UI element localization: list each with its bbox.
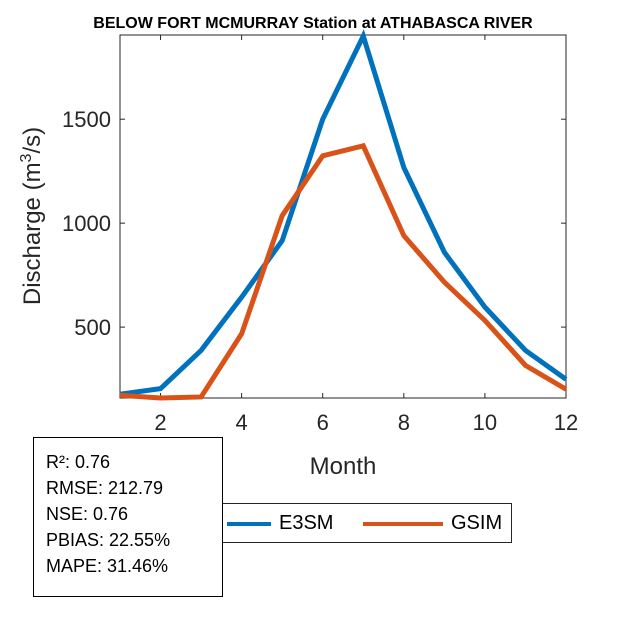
stat-mape: MAPE: 31.46%: [46, 556, 169, 576]
stat-nse: NSE: 0.76: [46, 504, 129, 524]
legend-item-gsim: GSIM: [363, 512, 502, 535]
stat-pbias: PBIAS: 22.55%: [46, 530, 171, 550]
legend-item-e3sm: E3SM: [227, 512, 333, 535]
chart-title: BELOW FORT MCMURRAY Station at ATHABASCA…: [93, 15, 533, 32]
stats-box: R²: 0.76 RMSE: 212.79 NSE: 0.76 PBIAS: 2…: [33, 437, 223, 597]
legend-swatch: [363, 521, 443, 526]
plot-area: [119, 34, 567, 399]
legend-swatch: [227, 521, 271, 526]
stat-rmse: RMSE: 212.79: [46, 478, 164, 498]
legend-label: E3SM: [279, 512, 334, 534]
x-axis-label: Month: [310, 453, 377, 480]
x-tick-label: 8: [398, 410, 410, 435]
y-tick-label: 1000: [62, 211, 111, 236]
x-tick-label: 12: [554, 410, 578, 435]
series-line-gsim: [119, 142, 568, 401]
y-tick-label: 1500: [62, 107, 111, 132]
x-tick-label: 6: [317, 410, 329, 435]
x-tick-label: 10: [473, 410, 497, 435]
series-line-e3sm: [119, 29, 568, 397]
y-tick-label: 500: [74, 315, 111, 340]
legend-label: GSIM: [451, 512, 503, 534]
legend: E3SM GSIM: [210, 503, 512, 543]
x-tick-label: 2: [154, 410, 166, 435]
stat-r2: R²: 0.76: [46, 452, 111, 472]
x-tick-label: 4: [236, 410, 248, 435]
y-axis-label: Discharge (m3/s): [18, 127, 46, 305]
